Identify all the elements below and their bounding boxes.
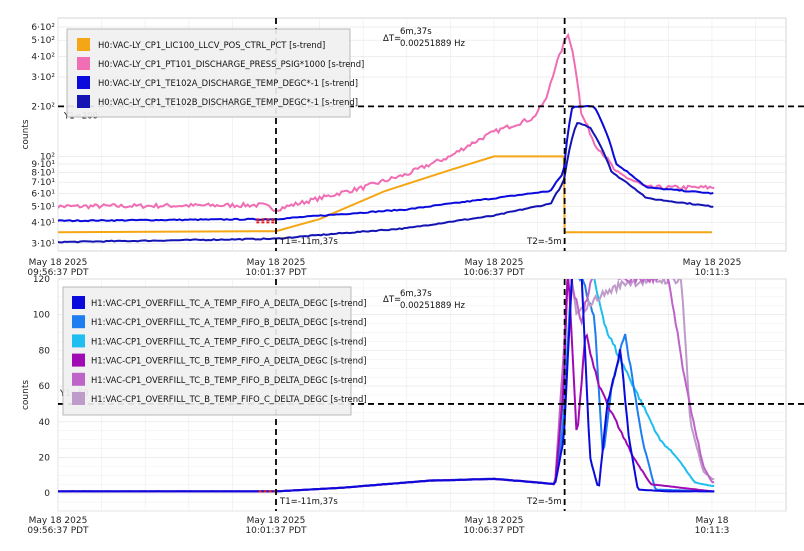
top-y-tick-label: 7·10¹ xyxy=(31,178,55,188)
bottom-x-tick-label: May 18 2025 xyxy=(29,516,88,526)
cursor-t1-label: T1=-11m,37s xyxy=(279,497,338,507)
series-line-discharge-press xyxy=(58,32,715,212)
top-legend-label: H0:VAC-LY_CP1_LIC100_LLCV_POS_CTRL_PCT [… xyxy=(98,40,325,50)
top-legend-label: H0:VAC-LY_CP1_TE102B_DISCHARGE_TEMP_DEGC… xyxy=(98,97,358,107)
top-x-tick-label: May 18 2025 xyxy=(683,258,742,268)
bottom-y-tick-label: 100 xyxy=(33,311,50,321)
delta-time: 6m,37s xyxy=(400,289,432,299)
bottom-y-tick-label: 60 xyxy=(39,382,51,392)
top-y-tick-label: 2·10² xyxy=(31,102,55,112)
series-line-llcv-pos xyxy=(58,155,712,234)
top-y-tick-label: 6·10¹ xyxy=(31,189,55,199)
top-y-tick-label: 10² xyxy=(40,152,55,162)
bottom-legend-swatch xyxy=(72,296,85,309)
bottom-legend-swatch xyxy=(72,372,85,386)
cursor-t1-label: T1=-11m,37s xyxy=(279,237,338,247)
delta-freq: 0.00251889 Hz xyxy=(400,39,465,49)
bottom-legend-label: H1:VAC-CP1_OVERFILL_TC_B_TEMP_FIFO_C_DEL… xyxy=(91,394,367,404)
series-line-te102a xyxy=(58,104,714,223)
bottom-y-tick-label: 20 xyxy=(39,453,51,463)
bottom-legend-box xyxy=(62,286,352,416)
bottom-legend-swatch xyxy=(72,315,85,329)
top-y-tick-label: 9·10¹ xyxy=(31,160,55,170)
bottom-y-tick-label: 80 xyxy=(39,346,51,356)
bottom-legend-label: H1:VAC-CP1_OVERFILL_TC_A_TEMP_FIFO_C_DEL… xyxy=(91,336,367,346)
bottom-x-tick-label: May 18 2025 xyxy=(465,516,524,526)
bottom-series-group xyxy=(58,279,715,493)
top-x-tick-label: 10:06:37 PDT xyxy=(463,268,525,278)
top-x-tick-label: May 18 2025 xyxy=(247,258,306,268)
top-y-tick-label: 3·10¹ xyxy=(31,239,55,249)
bottom-y-tick-label: 120 xyxy=(33,275,50,285)
bottom-y-tick-label: 40 xyxy=(39,418,51,428)
delta-time: 6m,37s xyxy=(400,27,432,37)
top-y-tick-label: 6·10² xyxy=(31,23,55,33)
bottom-legend-label: H1:VAC-CP1_OVERFILL_TC_B_TEMP_FIFO_A_DEL… xyxy=(91,356,366,366)
bottom-y-axis-label: counts xyxy=(21,380,31,410)
bottom-x-tick-label: 09:56:37 PDT xyxy=(27,526,89,536)
top-legend-label: H0:VAC-LY_CP1_PT101_DISCHARGE_PRESS_PSIG… xyxy=(98,59,364,69)
bottom-x-tick-label: May 18 xyxy=(696,516,729,526)
cursor-t2-label: T2=-5m xyxy=(526,497,561,507)
bottom-y-tick-label: 0 xyxy=(44,489,50,499)
top-x-tick-label: 09:56:37 PDT xyxy=(27,268,89,278)
top-series-group xyxy=(58,32,715,244)
top-y-tick-label: 4·10¹ xyxy=(31,219,55,229)
top-y-tick-label: 8·10¹ xyxy=(31,169,55,179)
top-y-tick-label: 5·10² xyxy=(31,36,55,46)
delta-label: ΔT= xyxy=(383,34,401,44)
top-legend-swatch xyxy=(77,57,90,70)
top-y-tick-label: 4·10² xyxy=(31,52,55,62)
bottom-legend-swatch xyxy=(72,353,85,367)
bottom-x-tick-label: 10:01:37 PDT xyxy=(245,526,307,536)
top-x-tick-label: May 18 2025 xyxy=(465,258,524,268)
series-line-tc-a-fifo-a xyxy=(58,279,715,493)
bottom-x-tick-label: May 18 2025 xyxy=(247,516,306,526)
top-x-tick-label: 10:01:37 PDT xyxy=(245,268,307,278)
bottom-legend-label: H1:VAC-CP1_OVERFILL_TC_B_TEMP_FIFO_B_DEL… xyxy=(91,375,367,385)
bottom-x-tick-label: 10:11:3 xyxy=(695,526,730,536)
top-x-tick-label: 10:11:3 xyxy=(695,268,730,278)
series-line-te102b xyxy=(58,122,714,244)
top-legend-label: H0:VAC-LY_CP1_TE102A_DISCHARGE_TEMP_DEGC… xyxy=(98,78,358,88)
top-legend-swatch xyxy=(77,38,90,51)
top-legend-box xyxy=(66,28,351,118)
bottom-legend-swatch xyxy=(72,334,85,348)
top-legend-swatch xyxy=(77,76,90,89)
delta-freq: 0.00251889 Hz xyxy=(400,301,465,311)
top-y-axis-label: counts xyxy=(21,119,31,149)
bottom-legend-label: H1:VAC-CP1_OVERFILL_TC_A_TEMP_FIFO_B_DEL… xyxy=(91,317,366,327)
top-legend-swatch xyxy=(77,95,90,108)
cursor-t2-label: T2=-5m xyxy=(526,237,561,247)
top-y-tick-label: 5·10¹ xyxy=(31,202,55,212)
bottom-x-tick-label: 10:06:37 PDT xyxy=(463,526,525,536)
top-y-tick-label: 3·10² xyxy=(31,73,55,83)
bottom-legend-label: H1:VAC-CP1_OVERFILL_TC_A_TEMP_FIFO_A_DEL… xyxy=(91,298,366,308)
bottom-legend-swatch xyxy=(72,392,85,405)
delta-label: ΔT= xyxy=(383,295,401,305)
top-x-tick-label: May 18 2025 xyxy=(29,258,88,268)
